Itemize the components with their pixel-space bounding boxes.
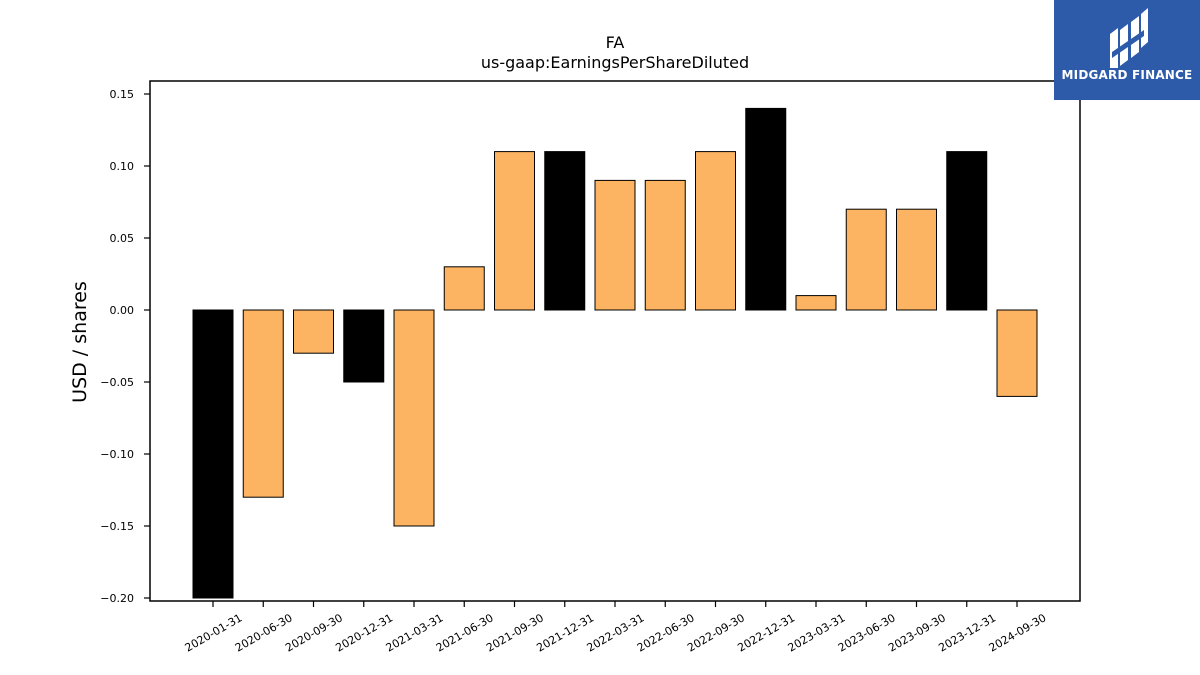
y-axis-label: USD / shares bbox=[69, 281, 91, 403]
bar-2022-12-31 bbox=[745, 107, 787, 311]
bar-2020-12-31 bbox=[343, 309, 385, 383]
bar-2020-01-31 bbox=[192, 309, 234, 599]
plot-frame bbox=[149, 80, 1081, 602]
bar-2022-09-30 bbox=[695, 151, 736, 311]
x-tick-label: 2024-09-30 bbox=[987, 611, 1049, 654]
bar-2024-09-30 bbox=[996, 309, 1038, 397]
x-axis: 2020-01-312020-06-302020-09-302020-12-31… bbox=[183, 601, 1049, 655]
y-tick-label: 0.05 bbox=[110, 232, 135, 245]
bar-2021-03-31 bbox=[393, 309, 435, 527]
bars-group bbox=[192, 107, 1038, 599]
logo-text: MIDGARD FINANCE bbox=[1061, 68, 1193, 82]
y-axis: 0.15 0.10 0.05 0.00 −0.05 −0.10 −0.15 −0.20 bbox=[100, 88, 150, 605]
midgard-finance-logo: MIDGARD FINANCE bbox=[1054, 0, 1200, 100]
bar-2020-09-30 bbox=[293, 309, 334, 354]
y-tick-label: 0.00 bbox=[110, 304, 135, 317]
y-tick-label: 0.15 bbox=[110, 88, 135, 101]
bar-2021-06-30 bbox=[443, 266, 485, 311]
chart-title: FA bbox=[606, 33, 625, 52]
bar-2023-03-31 bbox=[795, 295, 837, 311]
bar-2022-03-31 bbox=[594, 179, 636, 311]
bar-2023-09-30 bbox=[896, 208, 937, 311]
bar-2023-12-31 bbox=[946, 151, 988, 311]
y-tick-label: −0.20 bbox=[100, 592, 134, 605]
logo-mark-icon bbox=[1110, 8, 1148, 68]
bar-2021-12-31 bbox=[544, 151, 586, 311]
y-tick-label: −0.10 bbox=[100, 448, 134, 461]
y-tick-label: −0.05 bbox=[100, 376, 134, 389]
chart-subtitle: us-gaap:EarningsPerShareDiluted bbox=[481, 53, 749, 72]
y-tick-label: 0.10 bbox=[110, 160, 135, 173]
y-tick-label: −0.15 bbox=[100, 520, 134, 533]
bar-2022-06-30 bbox=[644, 179, 686, 311]
bar-2023-06-30 bbox=[845, 208, 887, 311]
bar-2020-06-30 bbox=[242, 309, 284, 498]
bar-2021-09-30 bbox=[494, 151, 535, 311]
